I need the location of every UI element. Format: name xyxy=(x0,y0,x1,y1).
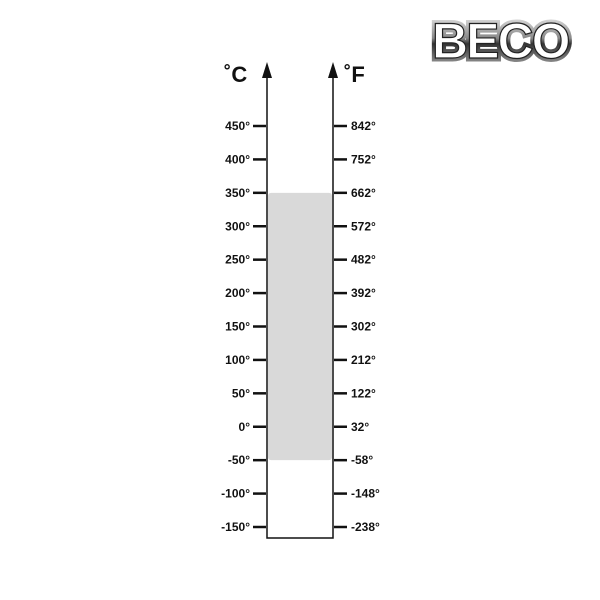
logo-outline: BECO xyxy=(432,13,569,69)
celsius-tick-label: 300° xyxy=(225,219,250,233)
celsius-arrow-icon xyxy=(262,62,272,78)
fahrenheit-tick-label: 212° xyxy=(351,353,376,367)
fahrenheit-arrow-icon xyxy=(328,62,338,78)
temperature-range-fill xyxy=(268,192,332,461)
fahrenheit-tick-label: -58° xyxy=(351,453,373,467)
scale-outline xyxy=(266,74,334,539)
celsius-tick-label: 200° xyxy=(225,286,250,300)
celsius-tick-label: 350° xyxy=(225,186,250,200)
celsius-tick-label: 400° xyxy=(225,152,250,166)
scale-frame xyxy=(266,74,334,539)
fahrenheit-tick-label: 842° xyxy=(351,119,376,133)
celsius-unit-label: ˚C xyxy=(224,62,247,87)
celsius-tick-label: 450° xyxy=(225,119,250,133)
celsius-tick-label: -150° xyxy=(221,520,250,534)
celsius-tick-label: -100° xyxy=(221,487,250,501)
fahrenheit-tick-label: 302° xyxy=(351,320,376,334)
beco-logo: BECO BECO xyxy=(429,10,575,73)
celsius-tick-label: 100° xyxy=(225,353,250,367)
fahrenheit-tick-label: 482° xyxy=(351,253,376,267)
fahrenheit-tick-label: 662° xyxy=(351,186,376,200)
fahrenheit-tick-label: 32° xyxy=(351,420,369,434)
fahrenheit-tick-label: -148° xyxy=(351,487,380,501)
fahrenheit-tick-label: 752° xyxy=(351,152,376,166)
celsius-tick-label: 250° xyxy=(225,253,250,267)
fahrenheit-tick-label: 572° xyxy=(351,219,376,233)
celsius-tick-label: -50° xyxy=(228,453,250,467)
celsius-tick-label: 0° xyxy=(239,420,251,434)
celsius-tick-label: 150° xyxy=(225,320,250,334)
fahrenheit-tick-label: 122° xyxy=(351,386,376,400)
celsius-tick-label: 50° xyxy=(232,386,250,400)
logo-text: BECO xyxy=(432,13,569,69)
fahrenheit-unit-label: ˚F xyxy=(344,62,365,87)
fahrenheit-tick-label: -238° xyxy=(351,520,380,534)
fahrenheit-tick-label: 392° xyxy=(351,286,376,300)
